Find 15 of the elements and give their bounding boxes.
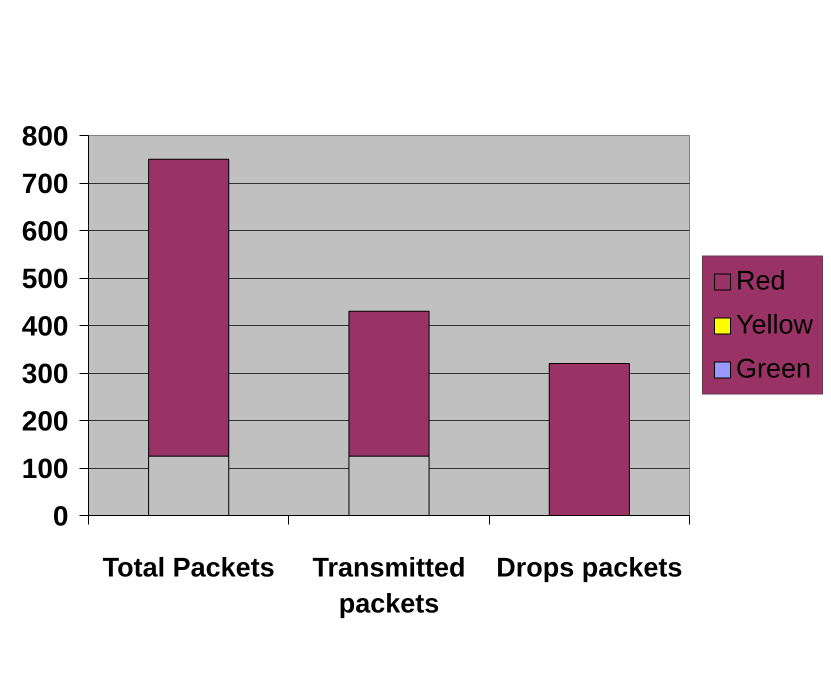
x-tick-label: Total Packets — [102, 552, 275, 582]
y-tick-label: 700 — [22, 168, 68, 199]
y-tick-label: 600 — [22, 216, 68, 246]
y-tick-label: 200 — [22, 406, 68, 436]
y-tick-label: 0 — [52, 500, 69, 532]
x-tick-label: Drops packets — [496, 552, 682, 582]
y-tick-label: 800 — [22, 120, 68, 152]
y-tick-label: 300 — [22, 358, 68, 389]
legend-label: Yellow — [736, 310, 814, 340]
y-tick-label: 400 — [22, 310, 68, 342]
legend-label: Green — [736, 354, 812, 384]
x-tick-label: Transmitted packets — [312, 552, 466, 618]
legend-label: Red — [736, 266, 786, 296]
y-tick-label: 100 — [22, 453, 68, 484]
y-tick-label: 500 — [22, 263, 68, 294]
